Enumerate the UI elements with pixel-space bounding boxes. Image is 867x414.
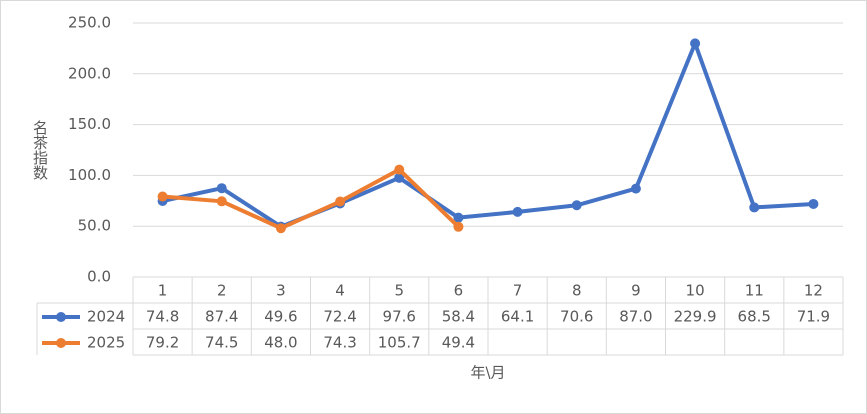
data-point xyxy=(512,206,523,217)
data-point xyxy=(216,183,227,194)
table-value: 68.5 xyxy=(738,308,771,326)
table-value: 87.0 xyxy=(619,308,652,326)
x-tick-label: 7 xyxy=(513,282,523,300)
table-value: 58.4 xyxy=(442,308,475,326)
x-axis-title: 年\月 xyxy=(470,364,505,382)
x-tick-label: 2 xyxy=(217,282,227,300)
data-point xyxy=(571,200,582,211)
y-tick-label: 150.0 xyxy=(68,115,111,133)
legend-marker xyxy=(56,338,66,348)
data-point xyxy=(216,196,227,207)
series-line xyxy=(162,41,814,229)
table-value: 74.3 xyxy=(323,334,356,352)
x-tick-label: 3 xyxy=(276,282,286,300)
legend-marker xyxy=(56,312,66,322)
x-tick-label: 8 xyxy=(572,282,582,300)
table-value: 49.4 xyxy=(442,334,475,352)
table-value: 74.5 xyxy=(205,334,238,352)
table-value: 74.8 xyxy=(146,308,179,326)
data-point xyxy=(808,198,819,209)
table-value: 105.7 xyxy=(378,334,421,352)
table-value: 97.6 xyxy=(383,308,416,326)
legend-label: 2025 xyxy=(87,334,125,352)
x-tick-label: 1 xyxy=(158,282,168,300)
table-value: 229.9 xyxy=(674,308,717,326)
y-tick-label: 200.0 xyxy=(68,64,111,82)
data-point xyxy=(453,221,464,232)
x-tick-label: 4 xyxy=(335,282,345,300)
table-value: 71.9 xyxy=(797,308,830,326)
x-tick-label: 10 xyxy=(686,282,705,300)
data-point xyxy=(394,164,405,175)
y-tick-label: 0.0 xyxy=(87,268,111,286)
x-tick-label: 6 xyxy=(454,282,464,300)
data-point xyxy=(749,202,760,213)
table-value: 48.0 xyxy=(264,334,297,352)
table-value: 70.6 xyxy=(560,308,593,326)
data-point xyxy=(157,191,168,202)
data-point xyxy=(275,223,286,234)
table-value: 79.2 xyxy=(146,334,179,352)
table-value: 49.6 xyxy=(264,308,297,326)
y-tick-label: 50.0 xyxy=(78,217,111,235)
y-axis-title: 名茶指数 xyxy=(31,120,49,180)
x-tick-label: 12 xyxy=(804,282,823,300)
data-point xyxy=(453,212,464,223)
data-point xyxy=(335,196,346,207)
legend-label: 2024 xyxy=(87,308,125,326)
series-line xyxy=(162,167,460,231)
x-tick-label: 9 xyxy=(631,282,641,300)
y-tick-label: 250.0 xyxy=(68,14,111,32)
data-point xyxy=(630,183,641,194)
x-tick-label: 5 xyxy=(394,282,404,300)
data-point xyxy=(394,172,405,183)
y-tick-label: 100.0 xyxy=(68,166,111,184)
table-value: 72.4 xyxy=(323,308,356,326)
data-point xyxy=(690,38,701,49)
table-value: 87.4 xyxy=(205,308,238,326)
table-value: 64.1 xyxy=(501,308,534,326)
x-tick-label: 11 xyxy=(745,282,764,300)
